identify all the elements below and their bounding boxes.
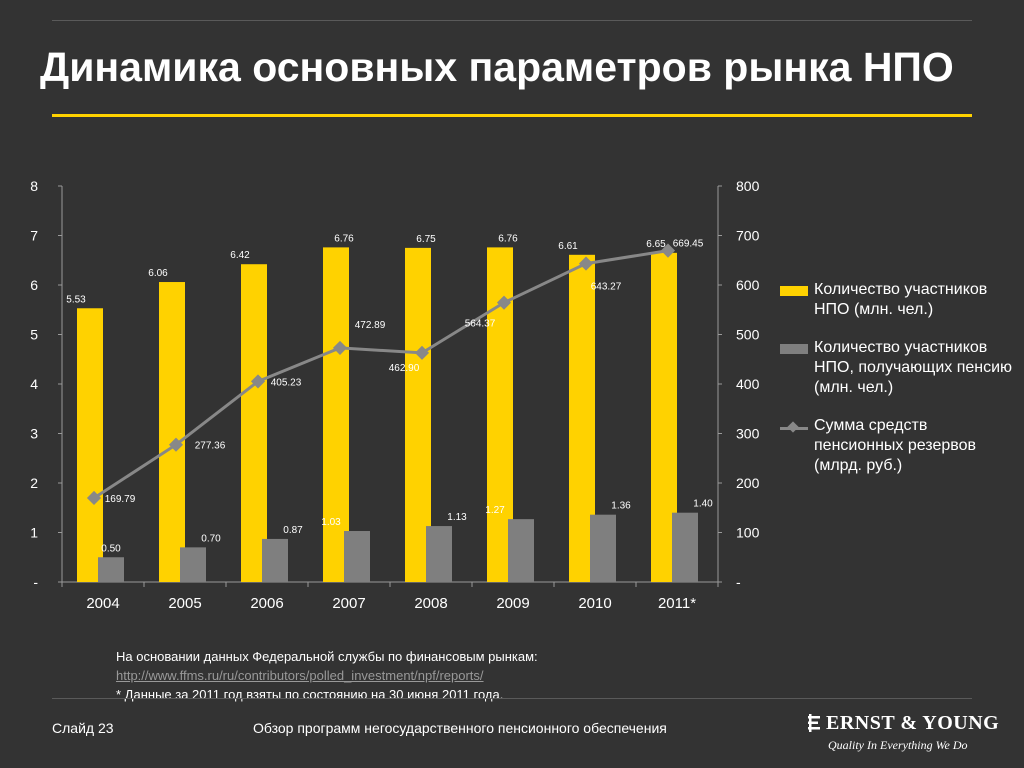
legend-item-participants: Количество участников НПО (млн. чел.) xyxy=(780,280,1020,320)
data-label-participants: 6.61 xyxy=(558,241,578,252)
bar-pensioners xyxy=(426,526,452,582)
data-label-reserves: 564.37 xyxy=(465,319,496,330)
reserves-marker xyxy=(414,345,430,360)
bar-pensioners xyxy=(508,519,534,582)
data-label-pensioners: 1.13 xyxy=(447,512,467,523)
x-axis-tick-label: 2010 xyxy=(578,595,611,612)
footer-title: Обзор программ негосударственного пенсио… xyxy=(253,720,667,736)
reserves-marker xyxy=(496,295,512,310)
data-label-participants: 6.76 xyxy=(498,233,518,244)
reserves-marker xyxy=(578,256,594,271)
bar-pensioners xyxy=(262,538,288,582)
bar-pensioners xyxy=(590,514,616,582)
data-label-reserves: 405.23 xyxy=(271,377,302,388)
bar-pensioners xyxy=(98,557,124,582)
data-label-pensioners: 0.70 xyxy=(201,533,221,544)
legend-item-pensioners: Количество участников НПО, получающих пе… xyxy=(780,338,1020,398)
footnote: * Данные за 2011 год взяты по состоянию … xyxy=(116,687,504,702)
source-link[interactable]: http://www.ffms.ru/ru/contributors/polle… xyxy=(116,668,484,683)
right-axis-tick-label: 700 xyxy=(736,228,760,244)
bar-participants xyxy=(241,264,267,582)
right-axis-tick-label: 400 xyxy=(736,376,760,392)
right-axis-tick-label: 300 xyxy=(736,426,760,442)
legend-swatch-gray xyxy=(780,338,808,366)
data-label-reserves: 277.36 xyxy=(195,441,226,452)
bar-pensioners xyxy=(344,531,370,582)
left-axis-tick-label: 2 xyxy=(30,475,38,491)
data-label-participants: 6.75 xyxy=(416,234,436,245)
left-axis-tick-label: 4 xyxy=(30,376,38,392)
chart-legend: Количество участников НПО (млн. чел.) Ко… xyxy=(780,280,1020,494)
left-axis-tick-label: 6 xyxy=(30,277,38,293)
data-label-participants: 6.42 xyxy=(230,250,250,261)
logo-tagline: Quality In Everything We Do xyxy=(828,738,968,752)
data-label-reserves: 169.79 xyxy=(105,494,136,505)
bar-pensioners xyxy=(672,512,698,582)
reserves-line xyxy=(93,249,669,500)
left-axis-tick-label: 7 xyxy=(30,228,38,244)
data-label-participants: 6.65 xyxy=(646,239,666,250)
x-axis-tick-label: 2008 xyxy=(414,595,447,612)
reserves-marker xyxy=(250,374,266,389)
right-axis-tick-label: - xyxy=(736,574,741,590)
data-label-participants: 6.06 xyxy=(148,268,168,279)
data-label-participants: 6.76 xyxy=(334,233,354,244)
source-note: На основании данных Федеральной службы п… xyxy=(116,647,538,704)
data-label-reserves: 643.27 xyxy=(591,282,622,293)
right-axis-tick-label: 500 xyxy=(736,327,760,343)
data-label-reserves: 669.45 xyxy=(673,239,704,250)
page-title: Динамика основных параметров рынка НПО xyxy=(40,44,954,90)
x-axis-tick-label: 2009 xyxy=(496,595,529,612)
top-divider xyxy=(52,20,972,21)
bottom-divider xyxy=(52,698,972,699)
left-axis-tick-label: 8 xyxy=(30,178,38,194)
chart: - 1 2 3 4 5 6 7 8 - 100 200 300 400 500 600 700 800 2004 20… xyxy=(30,178,760,612)
data-label-participants: 5.53 xyxy=(66,294,86,305)
data-label-pensioners: 1.27 xyxy=(485,505,505,516)
reserves-marker xyxy=(660,243,676,258)
legend-swatch-yellow xyxy=(780,280,808,308)
reserves-marker xyxy=(168,437,184,452)
x-axis-tick-label: 2006 xyxy=(250,595,283,612)
title-underline xyxy=(52,114,972,117)
legend-label: Количество участников НПО (млн. чел.) xyxy=(814,281,988,318)
data-label-pensioners: 0.50 xyxy=(101,543,121,554)
source-text: На основании данных Федеральной службы п… xyxy=(116,649,538,664)
right-axis-tick-label: 100 xyxy=(736,525,760,541)
left-axis-tick-label: 5 xyxy=(30,327,38,343)
data-label-reserves: 462.90 xyxy=(389,363,420,374)
data-label-pensioners: 1.40 xyxy=(693,499,713,510)
data-label-reserves: 472.89 xyxy=(355,320,386,331)
left-axis-tick-label: - xyxy=(33,574,38,590)
reserves-marker xyxy=(332,340,348,355)
legend-label: Количество участников НПО, получающих пе… xyxy=(814,339,1013,396)
data-label-pensioners: 1.03 xyxy=(321,517,341,528)
bar-participants xyxy=(159,282,185,582)
logo-bars-icon xyxy=(808,714,820,732)
reserves-marker xyxy=(86,490,102,506)
x-axis-tick-label: 2005 xyxy=(168,595,201,612)
x-axis-tick-label: 2004 xyxy=(86,595,119,612)
data-label-pensioners: 1.36 xyxy=(611,501,631,512)
bar-participants xyxy=(323,247,349,582)
right-axis-tick-label: 200 xyxy=(736,475,760,491)
bar-pensioners xyxy=(180,547,206,582)
right-axis-tick-label: 800 xyxy=(736,178,760,194)
legend-swatch-line xyxy=(780,416,808,444)
left-axis-tick-label: 1 xyxy=(30,525,38,541)
data-label-pensioners: 0.87 xyxy=(283,525,303,536)
left-axis-tick-label: 3 xyxy=(30,426,38,442)
ernst-young-logo: ERNST & YOUNG Quality In Everything We D… xyxy=(808,712,999,756)
slide-number: Слайд 23 xyxy=(52,720,114,736)
right-axis-tick-label: 600 xyxy=(736,277,760,293)
legend-item-reserves: Сумма средств пенсионных резервов (млрд.… xyxy=(780,416,1020,476)
legend-label: Сумма средств пенсионных резервов (млрд.… xyxy=(814,417,976,474)
bar-participants xyxy=(77,308,103,582)
x-axis-tick-label: 2011* xyxy=(658,595,696,612)
x-axis-tick-label: 2007 xyxy=(332,595,365,612)
logo-wordmark: ERNST & YOUNG xyxy=(826,712,1000,734)
